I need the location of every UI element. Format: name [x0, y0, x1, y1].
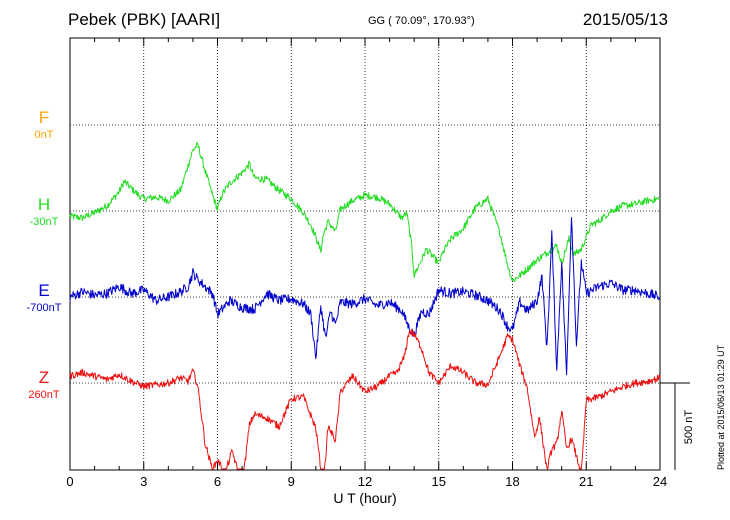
- x-tick-label: 12: [358, 474, 372, 489]
- channel-h-name: H: [37, 195, 51, 214]
- scale-bar-label: 500 nT: [683, 410, 695, 445]
- coordinates-label: GG ( 70.09°, 170.93°): [368, 15, 475, 27]
- channel-e-label: E -700nT: [14, 281, 74, 314]
- x-tick-label: 18: [505, 474, 519, 489]
- plotted-timestamp: Plotted at 2015/06/13 01:29 UT: [716, 344, 726, 470]
- x-tick-label: 15: [432, 474, 446, 489]
- x-tick-label: 0: [66, 474, 73, 489]
- channel-z-label: Z 260nT: [14, 368, 74, 401]
- channel-f-label: F 0nT: [14, 108, 74, 141]
- station-title: Pebek (PBK) [AARI]: [68, 10, 221, 29]
- x-tick-label: 24: [653, 474, 667, 489]
- chart-grid: [70, 38, 660, 470]
- channel-e-name: E: [38, 281, 50, 300]
- channel-f-name: F: [38, 108, 50, 127]
- scale-bar: 500 nT: [660, 382, 695, 470]
- channel-f-baseline: 0nT: [34, 129, 54, 141]
- series-layer: [69, 142, 661, 470]
- series-line-e: [69, 217, 661, 376]
- x-tick-label: 9: [288, 474, 295, 489]
- x-tick-label: 3: [140, 474, 147, 489]
- x-axis-label: U T (hour): [333, 490, 396, 506]
- x-axis: 0 3 6 9 12 15 18 21 24: [66, 38, 667, 489]
- series-line-z: [69, 329, 661, 470]
- channel-h-baseline: -30nT: [29, 216, 59, 228]
- date-label: 2015/05/13: [582, 10, 668, 29]
- series-line-h: [69, 142, 661, 283]
- channel-z-name: Z: [38, 368, 50, 387]
- channel-z-baseline: 260nT: [28, 389, 60, 401]
- channel-h-label: H -30nT: [14, 195, 74, 228]
- x-tick-label: 6: [214, 474, 221, 489]
- x-tick-label: 21: [579, 474, 593, 489]
- channel-e-baseline: -700nT: [26, 302, 62, 314]
